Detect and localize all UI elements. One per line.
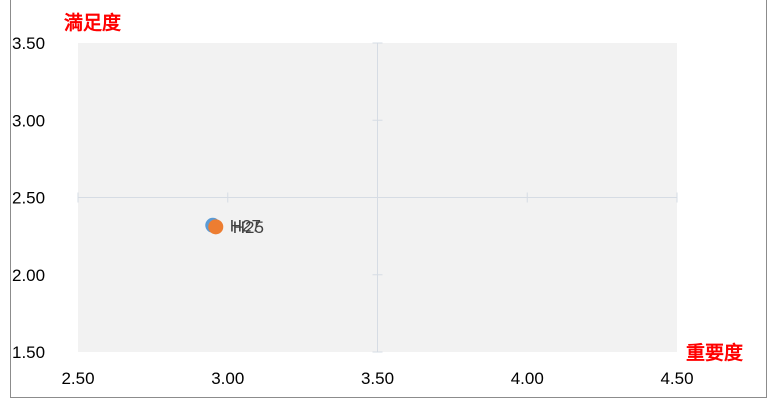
x-axis-title: 重要度 <box>686 342 744 364</box>
data-points <box>205 217 224 235</box>
y-tick-label: 2.00 <box>12 266 45 285</box>
x-tick-label: 3.00 <box>211 369 244 388</box>
y-tick-label: 3.50 <box>12 34 45 53</box>
y-tick-label: 1.50 <box>12 343 45 362</box>
x-tick-labels: 2.50 3.00 3.50 4.00 4.50 <box>61 369 693 388</box>
y-axis-title: 満足度 <box>64 12 122 34</box>
data-point <box>208 219 224 235</box>
y-tick-label: 3.00 <box>12 111 45 130</box>
x-tick-label: 4.00 <box>511 369 544 388</box>
x-tick-label: 3.50 <box>361 369 394 388</box>
y-tick-labels: 3.50 3.00 2.50 2.00 1.50 <box>12 34 45 362</box>
data-label: H25 <box>233 218 264 237</box>
x-tick-label: 2.50 <box>61 369 94 388</box>
y-tick-label: 2.50 <box>12 189 45 208</box>
quadrant-lines <box>77 42 678 353</box>
x-tick-label: 4.50 <box>660 369 693 388</box>
chart-frame <box>10 0 767 398</box>
data-label: H27 <box>230 216 261 235</box>
